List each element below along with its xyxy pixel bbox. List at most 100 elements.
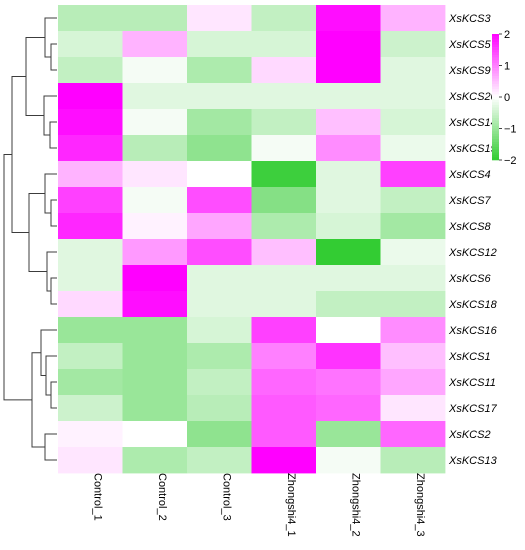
heatmap-cell [122,265,188,292]
heatmap-cell [122,135,188,162]
column-label: Control_1 [91,473,103,521]
dendrogram-branch [3,154,32,401]
heatmap-cell [251,395,317,422]
colorbar-segment [492,83,499,87]
heatmap-cell [122,31,188,58]
colorbar-tick-label: −2 [504,155,517,167]
colorbar-segment [492,44,499,48]
colorbar-segment [492,123,499,127]
row-label: XsKCS8 [448,221,491,233]
heatmap-cells [58,5,446,474]
row-label: XsKCS7 [448,195,491,207]
heatmap-cell [316,239,381,266]
heatmap-cell [58,317,123,344]
heatmap-cell [316,83,381,110]
heatmap-cell [187,5,252,32]
heatmap-cell [58,265,123,292]
row-dendrogram [3,17,57,461]
colorbar-segment [492,133,499,137]
dendrogram-branch [25,37,45,116]
heatmap-cell [187,57,252,84]
heatmap-cell [251,161,317,188]
heatmap-cell [58,31,123,58]
heatmap-cell [251,187,317,214]
heatmap-cell [122,395,188,422]
column-label: Control_2 [156,473,168,521]
colorbar-segment [492,36,499,40]
colorbar-segment [492,110,499,114]
heatmap-cell [187,447,252,474]
colorbar-segment [492,60,499,64]
colorbar-segment [492,139,499,142]
row-label: XsKCS12 [448,247,497,259]
heatmap-cell [187,83,252,110]
colorbar-segment [492,99,499,103]
heatmap-cell [316,395,381,422]
row-label: XsKCS13 [448,455,498,467]
colorbar-segment [492,146,499,150]
dendrogram-branch [49,121,57,149]
heatmap-cell [316,369,381,396]
row-label: XsKCS2 [448,429,491,441]
heatmap-cell [316,213,381,240]
colorbar-segment [492,149,499,153]
row-label: XsKCS18 [448,299,498,311]
heatmap-cell [251,31,317,58]
heatmap-cell [122,57,188,84]
heatmap-cell [122,421,188,448]
colorbar-tick-label: 2 [504,29,510,41]
heatmap-cell [251,5,317,32]
heatmap-cell [187,369,252,396]
heatmap-cell [316,187,381,214]
heatmap-cell [122,317,188,344]
colorbar-segment [492,118,499,121]
heatmap-cell [58,83,123,110]
colorbar-segment [492,62,499,66]
row-label: XsKCS1 [448,351,491,363]
heatmap-cell [316,161,381,188]
row-label: XsKCS3 [448,13,491,25]
heatmap-cell [58,291,123,318]
colorbar-segment [492,39,499,43]
heatmap-cell [58,239,123,266]
heatmap-cell [187,291,252,318]
colorbar-segment [492,157,499,161]
column-label: Zhongshi4_1 [285,473,297,537]
colorbar-segment [492,89,499,93]
dendrogram-branch [50,381,57,409]
column-labels: Control_1 Control_2 Control_3 Zhongshi4_1 Zh… [91,473,426,537]
colorbar-tick-label: 1 [504,61,510,73]
heatmap-cell [58,109,123,136]
heatmap-cell [251,239,317,266]
row-label: XsKCS5 [448,39,491,51]
heatmap-cell [58,395,123,422]
heatmap-cell [251,57,317,84]
row-label: XsKCS19 [448,143,497,155]
colorbar-segment [492,144,499,148]
colorbar-segment [492,104,499,108]
row-labels: XsKCS3 XsKCS5 XsKCS9 XsKCS20 XsKCS14 XsKCS19 X… [448,13,498,467]
colorbar-segment [492,65,499,69]
colorbar-segment [492,57,499,61]
heatmap-cell [58,187,123,214]
heatmap-cell [122,5,188,32]
heatmap-cell [251,447,317,474]
heatmap-cell [58,343,123,370]
colorbar-segment [492,152,499,156]
colorbar-segment [492,52,499,56]
heatmap-cell [122,213,188,240]
heatmap-cell [58,447,123,474]
heatmap-cell [187,135,252,162]
row-label: XsKCS4 [448,169,491,181]
colorbar-segment [492,128,499,132]
column-label: Zhongshi4_3 [414,473,426,537]
dendrogram-branch [50,199,57,227]
heatmap-cell [58,5,123,32]
heatmap-cell [251,135,317,162]
heatmap-cell [380,57,446,84]
colorbar-segment [492,81,499,85]
heatmap-cell [380,265,446,292]
colorbar-segment [492,76,499,79]
heatmap-cell [122,109,188,136]
heatmap-cell [251,213,317,240]
